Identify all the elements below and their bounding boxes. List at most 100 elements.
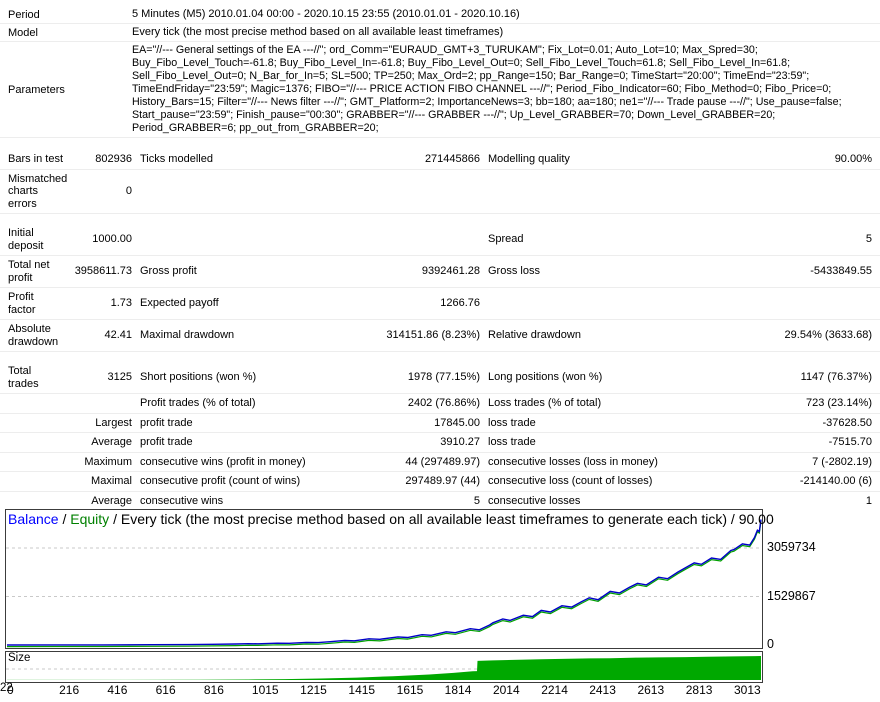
stat-value: 2402 (76.86%) [407, 397, 480, 409]
stats-table: Bars in test 802936 Ticks modelled 27144… [0, 150, 880, 511]
balance-equity-lines [6, 519, 762, 648]
stat-value: 297489.97 (44) [405, 475, 480, 487]
balance-equity-chart [5, 509, 763, 649]
stat-value: -5433849.55 [810, 265, 872, 278]
size-scale-label: 22 [0, 682, 13, 694]
stat-label: Absolute drawdown [8, 323, 59, 348]
stat-label: profit trade [140, 416, 193, 429]
stat-value: 314151.86 (8.23%) [386, 329, 480, 342]
stat-value: 42.41 [104, 329, 132, 342]
stat-value: 17845.00 [434, 416, 480, 429]
stat-label: consecutive wins (profit in money) [140, 455, 306, 468]
stat-value: 44 (297489.97) [405, 455, 480, 468]
stat-value: 3125 [107, 371, 132, 384]
period-row: Period 5 Minutes (M5) 2010.01.04 00:00 -… [0, 6, 880, 24]
stat-label: Long positions (won %) [488, 371, 603, 384]
x-axis-tick: 416 [107, 683, 128, 697]
stats-row-profittrades: Profit trades (% of total) 2402 (76.86%)… [0, 394, 880, 414]
period-label: Period [8, 8, 40, 21]
parameters-row: Parameters EA="//--- General settings of… [0, 42, 880, 138]
x-axis-tick: 2413 [589, 683, 616, 697]
stat-value: 1147 (76.37%) [800, 371, 872, 384]
x-axis-labels: 0 216 416 616 816 1015 1215 1415 1615 1814 2014 221… [0, 684, 880, 702]
stat-label: Expected payoff [140, 297, 219, 310]
y-axis-tick: 1529867 [767, 588, 816, 603]
stat-value: 9392461.28 [421, 265, 480, 278]
y-axis-tick: 0 [767, 637, 774, 651]
stat-value: 802936 [95, 153, 132, 165]
stat-value: 29.54% (3633.68) [784, 329, 872, 342]
y-axis-tick: 3059734 [767, 540, 816, 554]
parameters-label: Parameters [8, 83, 65, 96]
x-axis-tick: 1015 [251, 683, 279, 697]
x-axis-tick: 3013 [733, 683, 761, 697]
stat-value: Largest [95, 416, 132, 429]
stat-value: 3958611.73 [74, 265, 132, 278]
x-axis-tick: 216 [59, 683, 80, 697]
stat-value: Maximal [91, 475, 132, 487]
stat-value: -7515.70 [828, 436, 872, 448]
stat-label: Initial deposit [8, 227, 44, 252]
stat-value: 90.00% [834, 153, 872, 165]
stat-label: Total trades [8, 365, 39, 390]
x-axis-tick: 1415 [348, 683, 376, 697]
size-bars [6, 656, 762, 680]
stat-value: 271445866 [424, 153, 480, 165]
x-axis-tick: 0 [7, 683, 14, 697]
stat-label: Loss trades (% of total) [488, 397, 602, 409]
stat-label: Short positions (won %) [140, 371, 257, 384]
stat-value: 1978 (77.15%) [407, 371, 480, 384]
stat-label: consecutive losses [488, 494, 581, 507]
stat-label: Profit factor [8, 291, 36, 316]
stat-value: 1266.76 [440, 297, 480, 310]
stats-row-average-trade: Average profit trade 3910.27 loss trade … [0, 433, 880, 453]
stats-row-mismatched: Mismatched charts errors 0 [0, 170, 880, 214]
stat-value: 3910.27 [440, 436, 480, 448]
legend-rest: / Every tick (the most precise method ba… [109, 511, 774, 527]
stats-row-netprofit: Total net profit 3958611.73 Gross profit… [0, 256, 880, 288]
stat-value: -37628.50 [822, 416, 872, 429]
stats-row-deposit: Initial deposit 1000.00 Spread 5 [0, 224, 880, 256]
x-axis-tick: 2613 [637, 683, 665, 697]
stat-label: consecutive loss (count of losses) [488, 475, 653, 487]
legend-balance: Balance [8, 511, 59, 527]
stat-value: 7 (-2802.19) [812, 455, 872, 468]
stat-value: Maximum [84, 455, 132, 468]
stat-value: -214140.00 (6) [799, 475, 872, 487]
stats-row-maximum-consecutive: Maximum consecutive wins (profit in mone… [0, 453, 880, 472]
stat-value: Average [91, 436, 132, 448]
period-value: 5 Minutes (M5) 2010.01.04 00:00 - 2020.1… [132, 8, 520, 20]
stat-label: Spread [488, 233, 524, 246]
stat-label: loss trade [488, 416, 536, 429]
stats-row-bars: Bars in test 802936 Ticks modelled 27144… [0, 150, 880, 170]
stat-value: 5 [865, 233, 872, 246]
stat-label: Maximal drawdown [140, 329, 235, 342]
x-axis-tick: 1615 [396, 683, 424, 697]
legend-equity: Equity [70, 511, 110, 527]
stat-label: Gross loss [488, 265, 540, 278]
model-row: Model Every tick (the most precise metho… [0, 24, 880, 42]
stat-label: Bars in test [8, 153, 64, 165]
stat-value: Average [91, 494, 132, 507]
x-axis-tick: 1215 [300, 683, 327, 697]
stat-label: Profit trades (% of total) [140, 397, 256, 409]
x-axis-tick: 2214 [541, 683, 568, 697]
stat-value: 723 (23.14%) [805, 397, 872, 409]
stat-label: consecutive wins [140, 494, 224, 507]
stats-row-maximal-consecutive: Maximal consecutive profit (count of win… [0, 472, 880, 492]
x-axis-tick: 1814 [444, 683, 472, 697]
stat-label: Ticks modelled [140, 153, 213, 165]
stats-row-totaltrades: Total trades 3125 Short positions (won %… [0, 362, 880, 394]
stat-label: Modelling quality [488, 153, 570, 165]
legend-separator: / [58, 511, 71, 527]
x-axis-tick: 816 [203, 683, 224, 697]
stat-label: loss trade [488, 436, 536, 448]
stat-value: 1000.00 [92, 233, 132, 246]
stats-row-profitfactor: Profit factor 1.73 Expected payoff 1266.… [0, 288, 880, 320]
x-axis-tick: 2014 [492, 683, 520, 697]
stats-row-drawdown: Absolute drawdown 42.41 Maximal drawdown… [0, 320, 880, 352]
size-panel-label: Size [8, 652, 31, 664]
model-value: Every tick (the most precise method base… [132, 26, 504, 38]
stat-value: 1.73 [110, 297, 132, 310]
